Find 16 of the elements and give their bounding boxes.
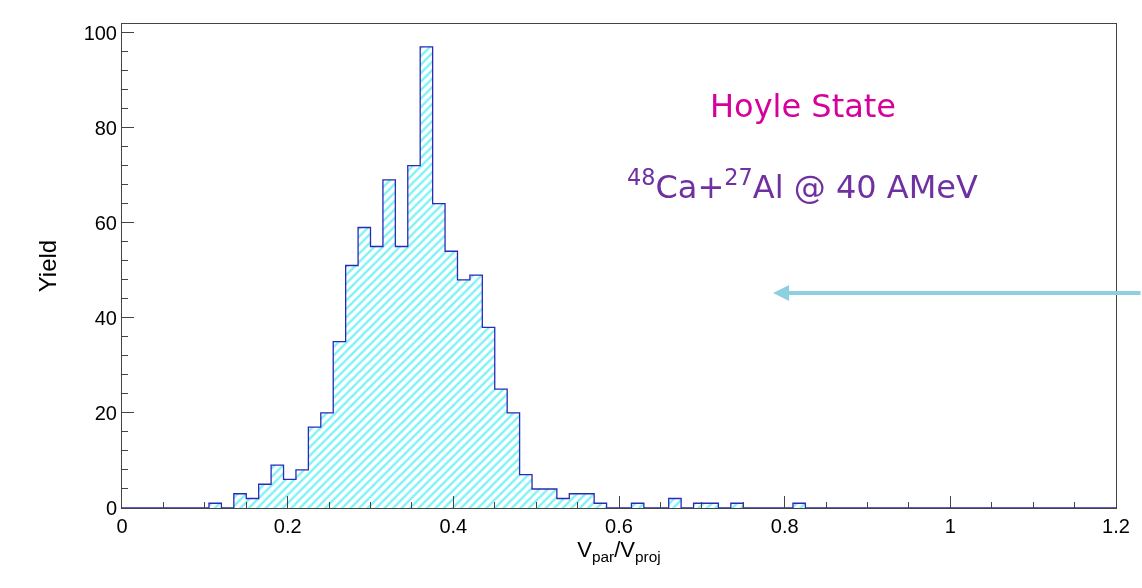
y-tick-label: 80: [94, 116, 117, 139]
y-tick-label: 0: [105, 497, 117, 519]
y-tick-label: 40: [94, 306, 117, 329]
y-tick-label: 60: [94, 211, 117, 234]
x-tick-label: 0.6: [605, 515, 633, 537]
y-tick-label: 20: [94, 401, 117, 424]
annotation: Hoyle State: [710, 87, 897, 125]
x-tick-label: 0.4: [439, 515, 468, 537]
x-tick-label: 0.8: [770, 515, 799, 537]
x-axis-title: V$_{par}$/V$_{proj}$: [577, 537, 661, 565]
x-tick-label: 0.2: [273, 515, 302, 537]
y-axis-title: Yield: [33, 239, 61, 293]
annotation: $^{48}$Ca+$^{27}$Al @ 40 AMeV: [627, 164, 978, 207]
x-tick-label: 1.2: [1102, 515, 1130, 537]
y-tick-label: 100: [83, 21, 117, 44]
x-tick-label: 1: [944, 515, 956, 537]
